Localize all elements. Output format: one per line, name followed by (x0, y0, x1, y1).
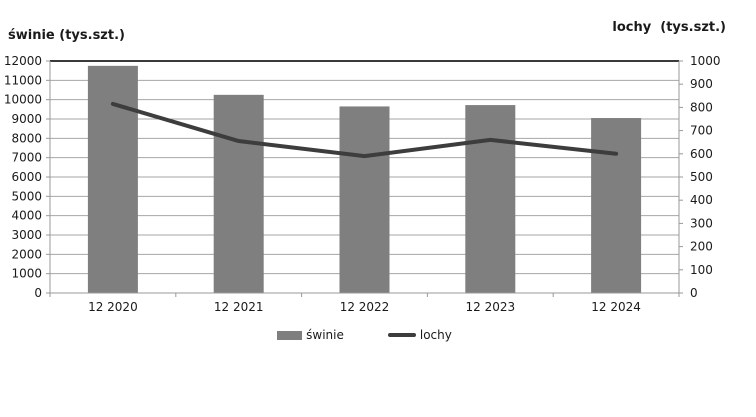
left-axis-tick-label: 1000 (11, 267, 42, 281)
category-label: 12 2020 (88, 300, 138, 314)
left-axis-tick-label: 4000 (11, 209, 42, 223)
right-axis-title: lochy (tys.szt.) (612, 20, 726, 35)
line-swatch-icon (387, 333, 416, 337)
left-axis-tick-label: 9000 (11, 112, 42, 126)
category-label: 12 2021 (214, 300, 264, 314)
category-label: 12 2024 (591, 300, 641, 314)
bar-12 2022 (339, 106, 390, 293)
category-label: 12 2022 (340, 300, 390, 314)
left-axis-tick-label: 2000 (11, 247, 42, 261)
right-axis-tick-label: 600 (690, 147, 713, 161)
right-axis-tick-label: 800 (690, 100, 713, 114)
left-axis-tick-label: 6000 (11, 170, 42, 184)
left-axis-tick-label: 5000 (11, 189, 42, 203)
series-line-lochy (110, 101, 619, 159)
right-axis-tick-label: 200 (690, 240, 713, 254)
left-axis-tick-label: 11000 (4, 73, 42, 87)
right-axis-tick-label: 100 (690, 263, 713, 277)
left-axis-title: świnie (tys.szt.) (8, 28, 125, 43)
left-axis-tick-label: 3000 (11, 228, 42, 242)
left-axis-tick-label: 10000 (4, 93, 42, 107)
left-axis-tick-label: 12000 (4, 54, 42, 68)
category-label: 12 2023 (465, 300, 515, 314)
left-axis-tick-label: 8000 (11, 131, 42, 145)
bar-12 2021 (213, 94, 264, 293)
left-axis-tick-label: 0 (34, 286, 42, 300)
legend-item-lochy: lochy (387, 328, 452, 342)
right-axis-tick-label: 400 (690, 193, 713, 207)
legend-label: świnie (306, 328, 344, 342)
right-axis-tick-label: 900 (690, 77, 713, 91)
right-axis-tick-label: 700 (690, 124, 713, 138)
bar-12 2020 (87, 65, 138, 293)
right-axis-tick-label: 300 (690, 216, 713, 230)
bar-swatch-icon (277, 330, 303, 340)
bar-12 2023 (465, 105, 516, 293)
right-axis-tick-label: 0 (690, 286, 698, 300)
right-axis-tick-label: 500 (690, 170, 713, 184)
left-axis-tick-label: 7000 (11, 151, 42, 165)
right-axis-tick-label: 1000 (690, 54, 721, 68)
legend-item-świnie: świnie (277, 328, 344, 342)
legend-label: lochy (419, 328, 452, 342)
chart-legend: świnie lochy (50, 328, 679, 342)
bar-12 2024 (591, 118, 642, 294)
